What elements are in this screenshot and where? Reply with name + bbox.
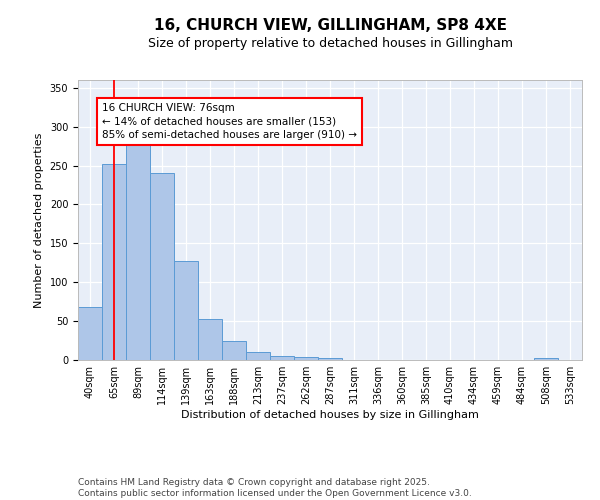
Bar xyxy=(126,133,150,360)
Bar xyxy=(174,261,198,360)
Text: 16, CHURCH VIEW, GILLINGHAM, SP8 4XE: 16, CHURCH VIEW, GILLINGHAM, SP8 4XE xyxy=(154,18,506,32)
Bar xyxy=(150,174,174,360)
Bar xyxy=(78,307,102,360)
Bar xyxy=(318,358,342,360)
Bar xyxy=(270,356,294,360)
Text: 16 CHURCH VIEW: 76sqm
← 14% of detached houses are smaller (153)
85% of semi-det: 16 CHURCH VIEW: 76sqm ← 14% of detached … xyxy=(102,104,357,140)
Bar xyxy=(222,340,246,360)
X-axis label: Distribution of detached houses by size in Gillingham: Distribution of detached houses by size … xyxy=(181,410,479,420)
Bar xyxy=(102,164,126,360)
Bar xyxy=(246,352,270,360)
Bar xyxy=(294,357,318,360)
Text: Size of property relative to detached houses in Gillingham: Size of property relative to detached ho… xyxy=(148,38,512,51)
Text: Contains HM Land Registry data © Crown copyright and database right 2025.
Contai: Contains HM Land Registry data © Crown c… xyxy=(78,478,472,498)
Bar xyxy=(534,358,558,360)
Y-axis label: Number of detached properties: Number of detached properties xyxy=(34,132,44,308)
Bar xyxy=(198,319,222,360)
